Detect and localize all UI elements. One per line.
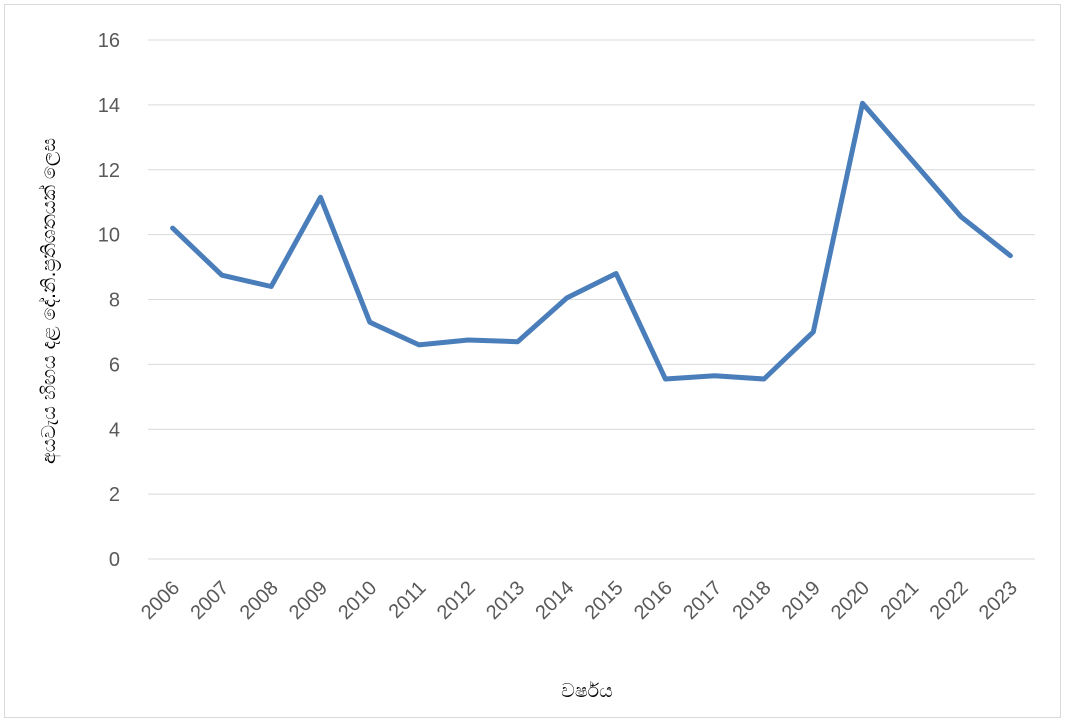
x-tick-label: 2014 [531,577,578,624]
y-tick-label: 10 [98,225,120,247]
y-tick-label: 2 [109,484,120,506]
x-tick-label: 2013 [482,577,529,624]
y-tick-label: 0 [109,549,120,571]
x-tick-label: 2010 [334,577,381,624]
x-tick-label: 2023 [975,577,1022,624]
x-tick-label: 2019 [778,577,825,624]
x-tick-label: 2016 [630,577,677,624]
gridlines [148,39,1035,560]
x-tick-label: 2022 [926,577,973,624]
x-tick-label: 2015 [581,577,628,624]
x-tick-label: 2011 [385,577,431,623]
chart-frame [4,4,1061,718]
x-tick-label: 2017 [679,577,726,624]
y-axis-title: අයවැය හිඟය දළ දේ.නි.ප්‍රතිශතයක් ලෙස [38,138,61,464]
y-tick-label: 4 [109,419,120,441]
series-line [170,100,1013,382]
x-tick-labels: 2006 2007 2008 2009 2010 2011 2012 2013 2014 2015… [137,577,1022,624]
x-tick-label: 2020 [827,577,874,624]
y-tick-label: 14 [98,95,120,117]
y-tick-labels: 0 2 4 6 8 10 12 14 16 [98,30,120,571]
x-tick-label: 2006 [137,577,184,624]
x-tick-label: 2021 [876,577,923,624]
y-tick-label: 12 [98,160,120,182]
x-axis-title: වර්ෂය [561,680,613,702]
y-tick-label: 6 [109,354,120,376]
x-tick-label: 2012 [433,577,480,624]
y-tick-label: 8 [109,290,120,312]
y-tick-label: 16 [98,30,120,52]
x-tick-label: 2018 [728,577,775,624]
x-tick-label: 2008 [236,577,283,624]
series-lines [170,100,1013,382]
x-tick-label: 2009 [285,577,332,624]
x-tick-label: 2007 [186,577,233,624]
